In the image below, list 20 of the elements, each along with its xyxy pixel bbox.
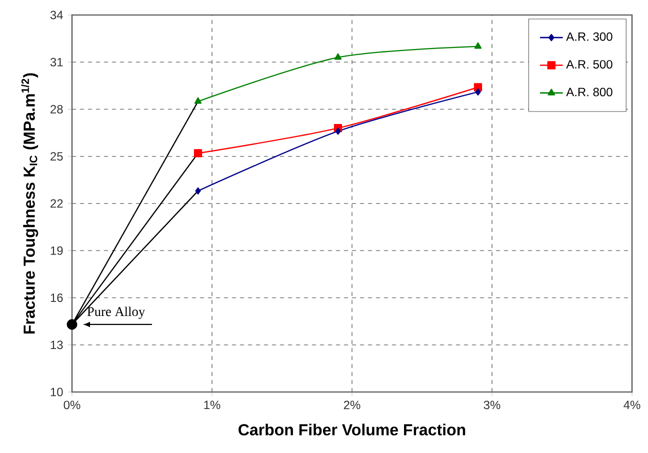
y-tick-label: 25	[50, 152, 63, 161]
y-tick-label: 31	[50, 58, 63, 66]
legend-label: A.R. 300	[566, 32, 612, 41]
legend-label: A.R. 500	[566, 60, 612, 69]
x-tick-label: 1%	[204, 400, 220, 410]
legend-label: A.R. 800	[566, 88, 612, 96]
x-tick-label: 2%	[344, 400, 360, 410]
y-tick-label: 10	[50, 388, 63, 396]
x-tick-label: 0%	[64, 400, 80, 410]
annotation: Pure Alloy	[87, 306, 146, 319]
y-axis-title: Fracture Toughness K$_{IC}$ (MPa.m$^{1/2}$)	[21, 73, 38, 334]
y-tick-label: 28	[50, 104, 63, 114]
y-tick-label: 22	[50, 199, 63, 208]
y-tick-label: 34	[50, 10, 63, 20]
x-tick-label: 3%	[484, 400, 500, 410]
x-tick-label: 4%	[624, 400, 640, 410]
y-tick-label: 16	[50, 293, 63, 302]
x-axis-title: Carbon Fiber Volume Fraction	[238, 424, 466, 436]
y-tick-label: 13	[50, 340, 63, 350]
y-tick-label: 19	[50, 246, 63, 255]
